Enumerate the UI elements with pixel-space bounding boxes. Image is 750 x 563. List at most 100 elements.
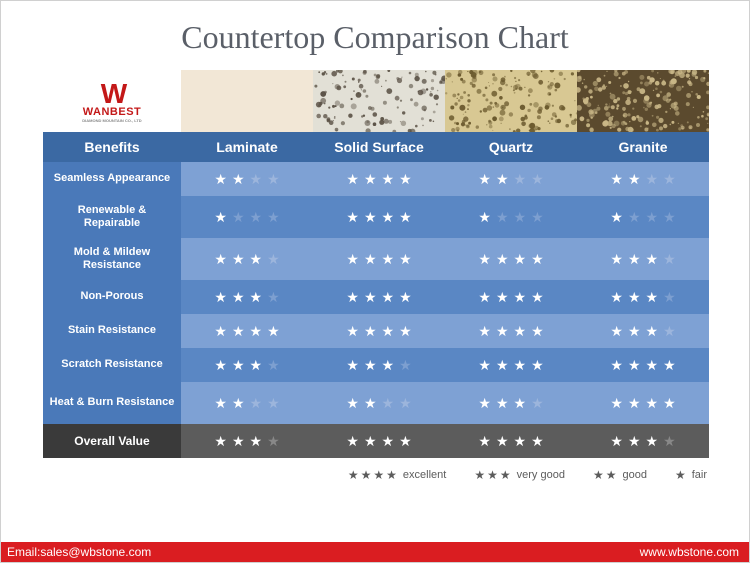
star-icon: ★ [531, 171, 544, 188]
legend-item: ★★ good [593, 468, 647, 482]
star-icon: ★ [346, 433, 359, 450]
rating-cell: ★★★★ [313, 238, 445, 280]
star-icon: ★ [364, 209, 377, 226]
star-icon: ★ [399, 357, 412, 374]
star-icon: ★ [214, 251, 227, 268]
legend-label: excellent [403, 469, 446, 481]
column-header: Granite [577, 132, 709, 162]
star-icon: ★ [382, 171, 395, 188]
star-icon: ★ [232, 209, 245, 226]
star-icon: ★ [628, 209, 641, 226]
table-row: Stain Resistance★★★★★★★★★★★★★★★★ [43, 314, 709, 348]
star-icon: ★ [214, 171, 227, 188]
star-icon: ★ [267, 357, 280, 374]
rating-cell: ★★★★ [313, 162, 445, 196]
star-icon: ★ [214, 357, 227, 374]
star-icon: ★ [478, 171, 491, 188]
legend-label: good [622, 469, 646, 481]
logo-sub: DIAMOND MOUNTAIN CO., LTD [82, 118, 141, 123]
star-icon: ★ [496, 323, 509, 340]
star-icon: ★ [267, 433, 280, 450]
star-icon: ★ [663, 357, 676, 374]
star-icon: ★ [646, 323, 659, 340]
star-icon: ★ [250, 251, 263, 268]
star-icon: ★ [348, 468, 359, 482]
star-icon: ★ [628, 323, 641, 340]
star-icon: ★ [214, 289, 227, 306]
legend-item: ★★★very good [474, 468, 565, 482]
star-icon: ★ [531, 251, 544, 268]
star-icon: ★ [364, 171, 377, 188]
column-labels: LaminateSolid SurfaceQuartzGranite [181, 132, 709, 162]
benefits-header: Benefits [43, 132, 181, 162]
star-icon: ★ [382, 289, 395, 306]
column-header: Solid Surface [313, 132, 445, 162]
star-icon: ★ [267, 209, 280, 226]
swatch-solidsurface [313, 70, 445, 132]
star-icon: ★ [500, 468, 511, 482]
overall-row: Overall Value★★★★★★★★★★★★★★★★ [43, 424, 709, 458]
star-icon: ★ [496, 289, 509, 306]
star-icon: ★ [628, 395, 641, 412]
star-icon: ★ [364, 289, 377, 306]
star-icon: ★ [474, 468, 485, 482]
rating-cell: ★★★★ [577, 280, 709, 314]
rating-cell: ★★★★ [577, 238, 709, 280]
star-icon: ★ [531, 289, 544, 306]
star-icon: ★ [663, 323, 676, 340]
star-icon: ★ [478, 209, 491, 226]
overall-label: Overall Value [43, 424, 181, 458]
rating-cell: ★★★★ [181, 280, 313, 314]
star-icon: ★ [478, 323, 491, 340]
star-icon: ★ [496, 171, 509, 188]
star-icon: ★ [250, 209, 263, 226]
star-icon: ★ [531, 357, 544, 374]
table-body: Seamless Appearance★★★★★★★★★★★★★★★★Renew… [43, 162, 709, 424]
swatch-quartz [445, 70, 577, 132]
star-icon: ★ [346, 209, 359, 226]
swatch-row: W WANBEST DIAMOND MOUNTAIN CO., LTD [43, 70, 709, 132]
star-icon: ★ [496, 395, 509, 412]
star-icon: ★ [610, 433, 623, 450]
star-icon: ★ [250, 433, 263, 450]
star-icon: ★ [675, 468, 686, 482]
star-icon: ★ [214, 323, 227, 340]
star-icon: ★ [646, 171, 659, 188]
star-icon: ★ [610, 395, 623, 412]
star-icon: ★ [628, 171, 641, 188]
star-icon: ★ [646, 357, 659, 374]
row-label: Seamless Appearance [43, 162, 181, 196]
row-label: Renewable & Repairable [43, 196, 181, 238]
column-header: Laminate [181, 132, 313, 162]
star-icon: ★ [514, 323, 527, 340]
rating-cell: ★★★★ [181, 348, 313, 382]
table-row: Heat & Burn Resistance★★★★★★★★★★★★★★★★ [43, 382, 709, 424]
star-icon: ★ [593, 468, 604, 482]
rating-cell: ★★★★ [445, 348, 577, 382]
star-icon: ★ [487, 468, 498, 482]
row-label: Heat & Burn Resistance [43, 382, 181, 424]
star-icon: ★ [232, 323, 245, 340]
table-row: Non-Porous★★★★★★★★★★★★★★★★ [43, 280, 709, 314]
star-icon: ★ [232, 251, 245, 268]
column-header: Quartz [445, 132, 577, 162]
star-icon: ★ [346, 323, 359, 340]
star-icon: ★ [514, 251, 527, 268]
star-icon: ★ [361, 468, 372, 482]
rating-cell: ★★★★ [577, 382, 709, 424]
star-icon: ★ [628, 433, 641, 450]
star-icon: ★ [531, 323, 544, 340]
star-icon: ★ [531, 395, 544, 412]
row-label: Scratch Resistance [43, 348, 181, 382]
rating-cell: ★★★★ [445, 280, 577, 314]
star-icon: ★ [663, 251, 676, 268]
star-icon: ★ [663, 209, 676, 226]
legend-stars: ★★ [593, 468, 617, 482]
star-icon: ★ [646, 251, 659, 268]
star-icon: ★ [232, 433, 245, 450]
rating-cell: ★★★★ [445, 196, 577, 238]
overall-rating-cell: ★★★★ [445, 424, 577, 458]
star-icon: ★ [663, 171, 676, 188]
footer-email: Email:sales@wbstone.com [1, 542, 420, 562]
overall-rating-cell: ★★★★ [577, 424, 709, 458]
